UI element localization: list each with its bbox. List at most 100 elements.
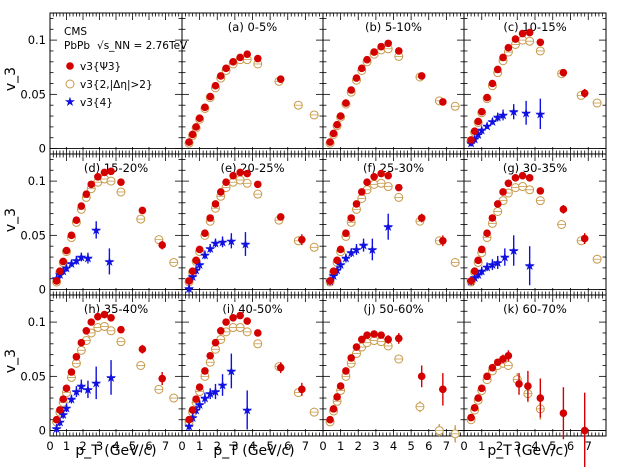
psi3-point (117, 325, 125, 334)
psi3-point (525, 174, 534, 182)
psi3-point (363, 178, 371, 186)
psi3-point (298, 235, 306, 244)
ylabel-row1: v_3 (3, 67, 19, 91)
psi3-point (352, 343, 361, 351)
legend-psi3-label: v3{Ψ3} (80, 61, 121, 73)
v4-point: ★ (66, 393, 78, 408)
psi3-point (477, 107, 486, 116)
psi3-point (363, 55, 371, 64)
psi3-point (352, 74, 361, 82)
psi3-point (333, 393, 341, 401)
psi3-point (326, 277, 334, 285)
v4-point: ★ (76, 380, 88, 395)
x-tick-label: 5 (266, 439, 273, 453)
v4-point: ★ (226, 364, 238, 379)
panel-1: (a) 0-5% (181, 12, 324, 155)
panel-title: (h) 35-40% (84, 302, 148, 316)
psi3-point (474, 256, 483, 265)
legend: v3{Ψ3} v3{2,|Δη|>2} ★ v3{4} (64, 61, 153, 110)
x-tick-label: 5 (549, 439, 556, 453)
y-tick-label: 0.05 (20, 228, 46, 242)
v4-point: ★ (351, 243, 363, 258)
x-tick-label: 3 (231, 439, 238, 453)
v4-point: ★ (520, 106, 532, 121)
psi3-point (52, 277, 61, 285)
x-tick-label: 1 (478, 439, 485, 453)
y-tick-label: 0.1 (28, 174, 46, 188)
psi3-point (94, 172, 102, 181)
psi3-point (342, 229, 350, 237)
psi3-point (377, 169, 385, 178)
psi3-point (524, 382, 532, 390)
psi3-point (511, 174, 520, 182)
psi3-point (352, 200, 361, 208)
psi3-point (72, 216, 81, 224)
v4-point: ★ (82, 383, 94, 398)
psi3-point (511, 35, 520, 43)
psi3-point (342, 99, 350, 107)
psi3-point (56, 406, 64, 414)
x-tick-label: 2 (79, 439, 86, 453)
x-tick-label: 2 (496, 439, 503, 453)
v4-point: ★ (194, 258, 206, 273)
xlabel-col2: p_T (GeV/c) (213, 443, 294, 459)
psi3-point (72, 353, 81, 361)
x-tick-label: 6 (567, 439, 574, 453)
psi3-point (222, 318, 230, 326)
psi3-point (192, 256, 200, 265)
legend-v4-label: v3{4} (80, 97, 113, 109)
psi3-point (216, 72, 225, 80)
psi3-point (370, 330, 378, 338)
psi3-point (474, 394, 483, 402)
psi3-point (467, 413, 475, 422)
v4-point: ★ (194, 398, 206, 413)
psi3-point (357, 335, 366, 344)
v4-point: ★ (465, 137, 477, 152)
ylabel-row3: v_3 (3, 349, 19, 373)
psi3-point (211, 200, 220, 208)
x-tick-label: 0 (178, 439, 185, 453)
panel-3: (c) 10-15%★★★★★★★★★★★ (463, 12, 607, 155)
psi3-point (195, 245, 204, 254)
psi3-point (236, 168, 244, 177)
v4-point: ★ (499, 251, 511, 266)
psi3-point (52, 415, 61, 424)
psi3-point (483, 93, 491, 102)
v4-point: ★ (105, 371, 117, 386)
psi3-point (357, 188, 366, 196)
psi3-point (377, 331, 385, 339)
psi3-point (439, 236, 447, 245)
psi3-point (370, 48, 378, 56)
v4-point: ★ (524, 259, 536, 274)
psi3-point (236, 53, 244, 62)
psi3-point (216, 188, 225, 196)
system-label: PbPb (64, 40, 90, 52)
v4-point: ★ (82, 252, 94, 267)
psi3-point (236, 311, 244, 320)
psi3-point (536, 187, 545, 195)
psi3-point (67, 368, 76, 376)
x-tick-label: 4 (249, 439, 256, 453)
experiment-label: CMS (64, 26, 87, 38)
v4-point: ★ (183, 282, 195, 297)
psi3-point (188, 130, 197, 139)
psi3-point (394, 47, 403, 55)
psi3-point (580, 234, 589, 243)
panel-7: (g) 30-35%★★★★★★★★★★ (463, 153, 607, 296)
v4-point: ★ (508, 105, 520, 120)
x-tick-label: 7 (585, 439, 592, 453)
psi3-point (580, 89, 589, 98)
panel-5: (e) 20-25%★★★★★★★★★★ (181, 153, 324, 297)
v4-point: ★ (104, 255, 116, 270)
psi3-point (243, 50, 252, 59)
v4-point: ★ (210, 236, 222, 251)
psi3-point (384, 171, 393, 180)
ylabel-row2: v_3 (3, 208, 19, 232)
v4-point: ★ (204, 242, 216, 257)
v4-point: ★ (367, 243, 379, 258)
v4-point: ★ (204, 387, 216, 402)
panel-11: 0 1 2 3 4 5 6 7 (k) 60-70% (460, 294, 607, 467)
psi3-point (77, 202, 86, 210)
psi3-point (504, 351, 513, 360)
psi3-point (470, 127, 479, 136)
